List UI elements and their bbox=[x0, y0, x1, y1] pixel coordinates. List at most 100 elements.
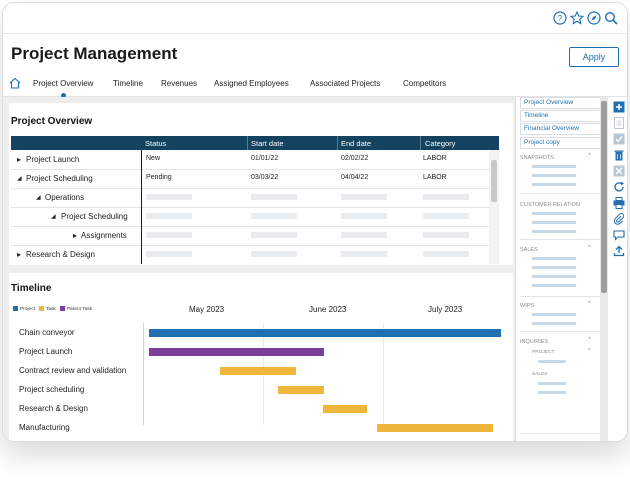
apply-button[interactable]: Apply bbox=[569, 47, 619, 67]
sidebar-divider bbox=[520, 239, 600, 240]
gantt-divider bbox=[143, 323, 144, 425]
check-icon[interactable] bbox=[613, 133, 625, 145]
placeholder-line bbox=[532, 183, 576, 186]
row-name: Assignments bbox=[81, 231, 127, 240]
star-icon[interactable] bbox=[570, 11, 584, 25]
attach-icon[interactable] bbox=[613, 213, 625, 225]
tab-revenues[interactable]: Revenues bbox=[161, 79, 198, 88]
trash-icon[interactable] bbox=[613, 149, 625, 161]
sidebar-link-timeline[interactable]: Timeline bbox=[520, 110, 603, 122]
sidebar-scrollbar[interactable] bbox=[600, 97, 608, 441]
column-status[interactable]: Status bbox=[145, 139, 167, 148]
sidebar-link-project-overview[interactable]: Project Overview bbox=[520, 97, 603, 109]
placeholder-cell bbox=[423, 194, 469, 200]
row-status: New bbox=[146, 155, 161, 162]
sidebar-divider bbox=[520, 193, 600, 194]
scrollbar-thumb[interactable] bbox=[601, 101, 607, 293]
chevron-up-icon[interactable]: ^ bbox=[588, 337, 591, 343]
gantt-bar-parent-task[interactable] bbox=[149, 348, 324, 356]
tab-assigned-employees[interactable]: Assigned Employees bbox=[214, 79, 289, 88]
table-row[interactable]: ▸ Project Launch New 01/01/22 02/02/22 L… bbox=[11, 150, 499, 170]
placeholder-line bbox=[532, 275, 576, 278]
sidebar-subgroup-sales[interactable]: SALES bbox=[532, 372, 548, 377]
tab-associated-projects[interactable]: Associated Projects bbox=[310, 79, 381, 88]
table-row[interactable]: ◢ Project Scheduling Pending 03/03/22 04… bbox=[11, 169, 499, 189]
gantt-bar-project[interactable] bbox=[149, 329, 501, 337]
sidebar-link-financial-overview[interactable]: Financial Overview bbox=[520, 123, 603, 135]
refresh-icon[interactable] bbox=[613, 181, 625, 193]
sidebar-divider bbox=[520, 331, 600, 332]
tree-caret[interactable]: ◢ bbox=[17, 176, 22, 182]
sidebar-group-inquiries[interactable]: INQUIRIES bbox=[520, 339, 549, 345]
document-icon[interactable] bbox=[613, 117, 625, 129]
timeline-row-label: Chain conveyor bbox=[19, 328, 75, 337]
tree-caret[interactable]: ▸ bbox=[17, 250, 22, 259]
gantt-bar-task[interactable] bbox=[278, 386, 324, 394]
home-icon[interactable] bbox=[9, 77, 21, 89]
legend-swatch bbox=[59, 306, 65, 311]
timeline-panel: Timeline Project Task Parent Task May 20… bbox=[9, 273, 513, 441]
timeline-row-label: Project scheduling bbox=[19, 385, 85, 394]
placeholder-line bbox=[532, 266, 576, 269]
table-row[interactable]: ▸ Research & Design bbox=[11, 245, 499, 264]
row-category: LABOR bbox=[423, 174, 447, 181]
help-icon[interactable]: ? bbox=[553, 11, 567, 25]
action-toolbar bbox=[610, 97, 627, 441]
search-icon[interactable] bbox=[604, 11, 618, 25]
tree-caret[interactable]: ▸ bbox=[17, 155, 22, 164]
tree-caret[interactable]: ◢ bbox=[36, 195, 41, 201]
sidebar-group-sales[interactable]: SALES bbox=[520, 247, 538, 253]
placeholder-line bbox=[538, 360, 566, 363]
table-row[interactable]: ▸ Assignments bbox=[11, 226, 499, 246]
tree-caret[interactable]: ◢ bbox=[51, 214, 56, 220]
column-end-date[interactable]: End date bbox=[341, 139, 372, 148]
column-separator bbox=[420, 136, 421, 150]
print-icon[interactable] bbox=[613, 197, 625, 209]
gantt-bar-task[interactable] bbox=[377, 424, 493, 432]
scrollbar-thumb[interactable] bbox=[491, 160, 497, 202]
app-window: ? Project Management Apply Project Overv… bbox=[2, 2, 628, 442]
month-label: July 2023 bbox=[428, 305, 463, 314]
timeline-legend: Project Task Parent Task bbox=[13, 306, 92, 312]
add-icon[interactable] bbox=[613, 101, 625, 113]
gantt-bar-task[interactable] bbox=[220, 367, 296, 375]
chevron-up-icon[interactable]: ^ bbox=[588, 153, 591, 159]
chevron-up-icon[interactable]: ^ bbox=[588, 348, 591, 354]
placeholder-cell bbox=[341, 251, 387, 257]
active-tab-indicator bbox=[61, 93, 66, 98]
row-end-date: 04/04/22 bbox=[341, 174, 369, 181]
sidebar-subgroup-project[interactable]: PROJECT bbox=[532, 350, 555, 355]
placeholder-cell bbox=[146, 194, 192, 200]
placeholder-line bbox=[532, 230, 576, 233]
row-name: Project Scheduling bbox=[26, 174, 93, 183]
sidebar-group-snapshots[interactable]: SNAPSHOTS bbox=[520, 155, 554, 161]
legend-parent-task: Parent Task bbox=[66, 306, 93, 312]
tab-project-overview[interactable]: Project Overview bbox=[33, 79, 94, 88]
placeholder-cell bbox=[341, 194, 387, 200]
table-row[interactable]: ◢ Operations bbox=[11, 188, 499, 208]
frozen-column-divider bbox=[141, 150, 142, 264]
main-content: Project Overview Status Start date End d… bbox=[3, 97, 515, 441]
upload-icon[interactable] bbox=[613, 245, 625, 257]
placeholder-cell bbox=[146, 213, 192, 219]
placeholder-cell bbox=[423, 213, 469, 219]
gantt-bar-task[interactable] bbox=[323, 405, 367, 413]
sidebar-group-customer-relation[interactable]: CUSTOMER RELATION bbox=[520, 202, 580, 208]
tab-timeline[interactable]: Timeline bbox=[113, 79, 143, 88]
comment-icon[interactable] bbox=[613, 229, 625, 241]
chevron-up-icon[interactable]: ^ bbox=[588, 301, 591, 307]
table-row[interactable]: ◢ Project Scheduling bbox=[11, 207, 499, 227]
tab-competitors[interactable]: Competitors bbox=[403, 79, 447, 88]
row-name: Project Scheduling bbox=[61, 212, 128, 221]
row-name: Research & Design bbox=[26, 250, 95, 259]
column-start-date[interactable]: Start date bbox=[251, 139, 284, 148]
chevron-up-icon[interactable]: ^ bbox=[588, 245, 591, 251]
close-icon[interactable] bbox=[613, 165, 625, 177]
timeline-row-label: Project Launch bbox=[19, 347, 73, 356]
grid-scrollbar[interactable] bbox=[489, 150, 499, 264]
sidebar-link-project-copy[interactable]: Project copy bbox=[520, 137, 603, 149]
compass-icon[interactable] bbox=[587, 11, 601, 25]
column-category[interactable]: Category bbox=[425, 139, 456, 148]
tree-caret[interactable]: ▸ bbox=[73, 231, 78, 240]
sidebar-group-wips[interactable]: WIPS bbox=[520, 303, 535, 309]
